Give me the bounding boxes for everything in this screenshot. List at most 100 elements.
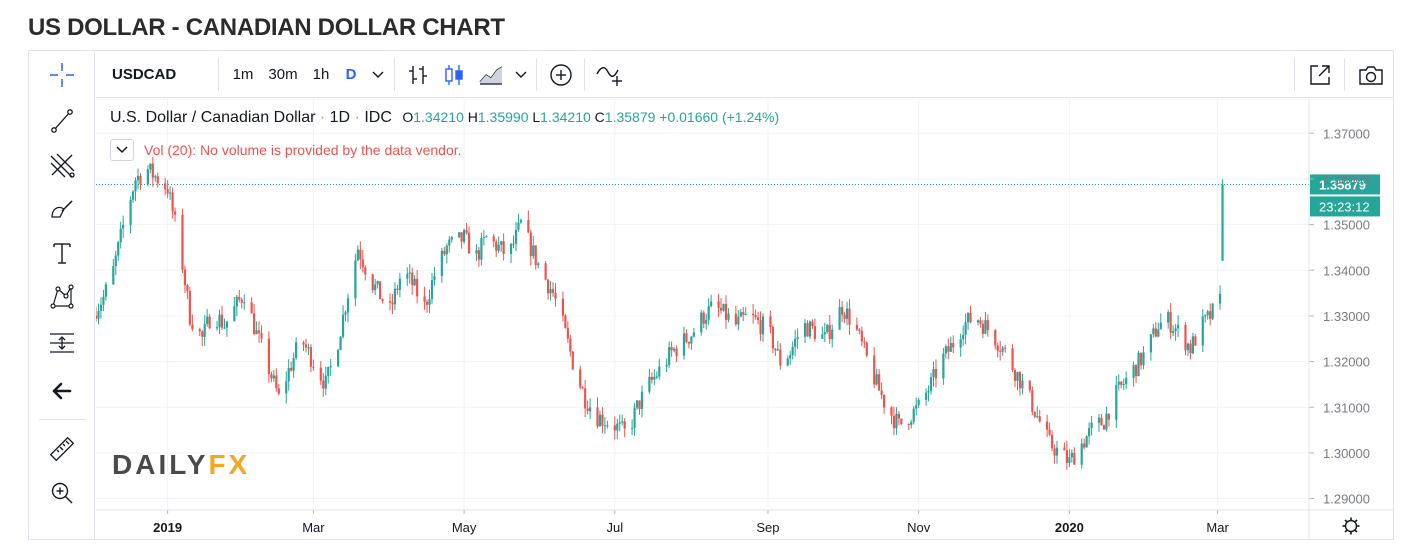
candle-body	[1125, 377, 1128, 385]
candle-body	[285, 381, 288, 394]
legend-close-label: C	[594, 109, 605, 125]
chart-area[interactable]: 1.35879 23:23:12 1.37000 1.36000 1.35000 1.3…	[94, 99, 1394, 540]
candle-body	[460, 232, 463, 242]
text-icon[interactable]	[42, 235, 82, 271]
ruler-icon[interactable]	[42, 431, 82, 467]
camera-icon[interactable]	[1350, 51, 1392, 98]
gear-icon-tooth	[1354, 529, 1358, 533]
candle-body	[99, 304, 103, 311]
candle-body	[166, 189, 169, 194]
price-chart[interactable]: 1.35879 23:23:12 1.37000 1.36000 1.35000 1.3…	[94, 99, 1394, 540]
candles-style-icon[interactable]	[438, 51, 470, 98]
candle-body	[423, 296, 426, 302]
candle-body	[220, 314, 224, 328]
candle-body	[1204, 315, 1207, 317]
candle-body	[675, 348, 678, 356]
candle-body	[445, 245, 448, 255]
candle-body	[1011, 348, 1014, 371]
candle-body	[1085, 436, 1088, 448]
candle-body	[880, 390, 883, 395]
bars-style-icon[interactable]	[402, 51, 434, 98]
chart-type-chevron-icon[interactable]	[510, 51, 532, 98]
legend-high-label: H	[467, 109, 478, 125]
candle-body	[606, 425, 609, 427]
legend-source: IDC	[364, 109, 392, 126]
area-style-icon[interactable]	[474, 51, 508, 98]
candle-body	[448, 239, 451, 246]
candle-body	[1088, 427, 1091, 437]
x-tick-label: May	[452, 520, 477, 535]
x-tick-label: 2020	[1055, 520, 1084, 535]
candle-body	[339, 336, 342, 351]
candle-body	[1048, 429, 1051, 435]
interval-1h[interactable]: 1h	[312, 66, 330, 83]
candle-body	[707, 306, 710, 320]
candle-body	[1105, 413, 1108, 430]
candle-body	[952, 343, 955, 348]
candle-body	[789, 355, 792, 359]
candle-body	[828, 324, 831, 340]
candle-body	[984, 320, 987, 334]
candle-body	[1189, 343, 1192, 354]
candle-body	[492, 236, 495, 242]
candle-body	[319, 367, 322, 381]
candle-body	[433, 275, 436, 281]
fib-icon[interactable]	[42, 147, 82, 183]
measure-levels-icon[interactable]	[42, 325, 82, 361]
candle-body	[497, 244, 500, 251]
candle-body	[959, 339, 962, 348]
candle-body	[1063, 447, 1066, 451]
candle-body	[618, 422, 621, 424]
candle-body	[304, 344, 308, 348]
back-arrow-icon[interactable]	[42, 373, 82, 409]
interval-dropdown-chevron-icon[interactable]	[366, 51, 390, 98]
candle-body	[875, 374, 878, 385]
candle-body	[218, 314, 221, 328]
countdown-tag	[1310, 196, 1380, 217]
share-popout-icon[interactable]	[1300, 51, 1340, 98]
brush-icon[interactable]	[42, 191, 82, 227]
chart-widget: USDCAD 1m 30m 1h D	[28, 50, 1394, 540]
interval-30m[interactable]: 30m	[268, 66, 298, 83]
candle-body	[966, 312, 970, 323]
x-tick-label: 2019	[153, 520, 182, 535]
candle-body	[860, 330, 863, 342]
candle-body	[1167, 312, 1170, 323]
candle-body	[892, 415, 896, 429]
candle-body	[482, 237, 485, 239]
crosshair-icon[interactable]	[42, 57, 82, 93]
candle-body	[1122, 384, 1125, 386]
candle-body	[1174, 328, 1177, 331]
candle-body	[443, 250, 446, 255]
candle-body	[949, 343, 952, 352]
candle-body	[779, 349, 782, 366]
candle-body	[719, 307, 723, 311]
trend-line-icon[interactable]	[42, 103, 82, 139]
candle-body	[292, 357, 295, 371]
candle-body	[458, 232, 461, 238]
candle-body	[1013, 370, 1017, 381]
candle-body	[1036, 416, 1039, 418]
candle-body	[1083, 443, 1086, 448]
candle-body	[754, 315, 757, 318]
collapse-chevron-icon[interactable]	[110, 139, 134, 161]
interval-d[interactable]: D	[345, 66, 357, 83]
symbol-search[interactable]: USDCAD	[112, 66, 177, 83]
zoom-in-icon[interactable]	[42, 475, 82, 511]
pattern-icon[interactable]	[42, 279, 82, 315]
candle-body	[1055, 447, 1059, 456]
last-price-label: 1.35879	[1319, 177, 1366, 192]
indicators-icon[interactable]	[590, 51, 628, 98]
candle-body	[1033, 411, 1036, 417]
y-tick-label: 1.37000	[1323, 126, 1370, 141]
candle-body	[537, 263, 540, 266]
candle-body	[1068, 457, 1071, 463]
interval-1m[interactable]: 1m	[232, 66, 254, 83]
candle-body	[191, 324, 194, 330]
candle-body	[114, 255, 117, 266]
candle-body	[1120, 381, 1123, 385]
candle-body	[1186, 343, 1190, 351]
compare-add-icon[interactable]	[542, 51, 580, 98]
candle-body	[549, 289, 552, 294]
candle-body	[912, 408, 915, 422]
